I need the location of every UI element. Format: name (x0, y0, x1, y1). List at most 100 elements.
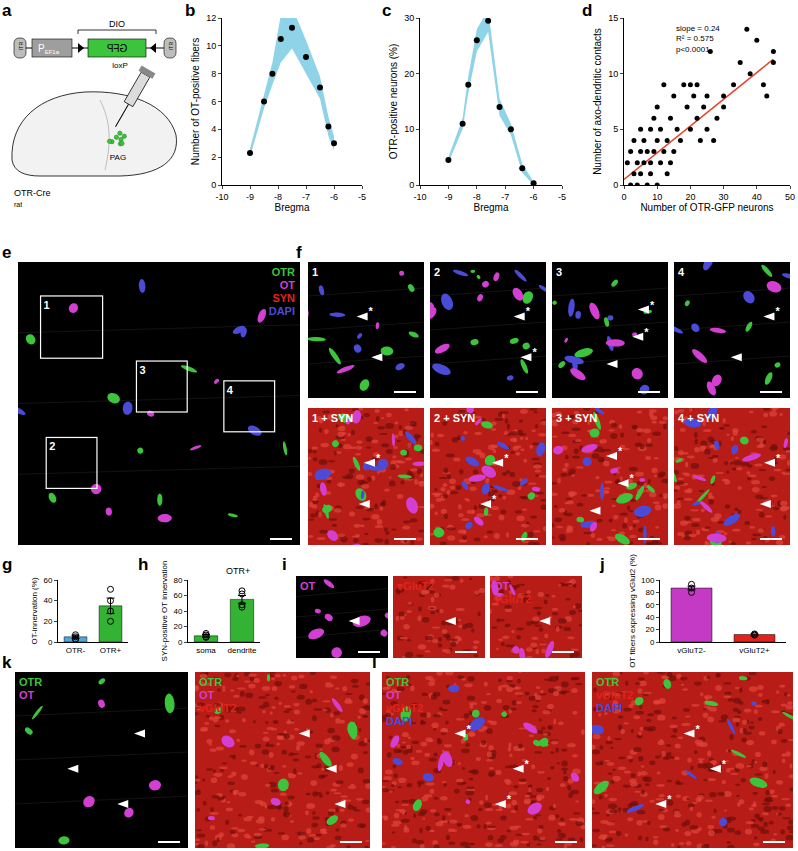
svg-text:0: 0 (211, 180, 216, 190)
svg-text:10: 10 (404, 124, 414, 134)
svg-text:vGluT2-: vGluT2- (677, 646, 706, 655)
svg-text:ITR: ITR (168, 42, 174, 50)
svg-text:vGluT2: vGluT2 (386, 702, 423, 714)
svg-text:*: * (667, 793, 672, 805)
svg-text:3: 3 (139, 364, 145, 376)
svg-text:OTR-positive neurons (%): OTR-positive neurons (%) (388, 44, 399, 160)
svg-text:3: 3 (556, 266, 562, 278)
svg-text:30: 30 (404, 13, 414, 23)
svg-text:12: 12 (206, 13, 216, 23)
svg-text:40: 40 (645, 613, 654, 622)
svg-text:PEF1a: PEF1a (38, 43, 60, 55)
svg-text:d: d (582, 1, 592, 20)
svg-text:*: * (775, 305, 780, 317)
svg-text:*: * (467, 723, 472, 735)
svg-text:*: * (630, 472, 635, 484)
svg-text:b: b (185, 1, 195, 20)
svg-text:OT: OT (199, 689, 215, 701)
svg-text:c: c (382, 1, 391, 20)
svg-text:*: * (492, 493, 497, 505)
svg-text:-6: -6 (330, 192, 338, 202)
svg-text:20: 20 (43, 617, 52, 626)
svg-text:1 + SYN: 1 + SYN (312, 412, 353, 424)
svg-text:OT: OT (19, 689, 35, 701)
svg-text:Number of OT-positive fibers: Number of OT-positive fibers (190, 38, 201, 165)
svg-text:10: 10 (206, 41, 216, 51)
svg-text:Number of axo-dendritic contac: Number of axo-dendritic contacts (592, 28, 603, 175)
svg-text:k: k (2, 653, 12, 672)
svg-text:40: 40 (752, 192, 762, 202)
svg-text:-9: -9 (444, 192, 452, 202)
svg-text:OTR+: OTR+ (226, 566, 250, 576)
svg-text:rat: rat (14, 201, 22, 208)
svg-text:80: 80 (173, 576, 182, 585)
svg-text:*: * (695, 723, 700, 735)
svg-text:*: * (504, 452, 509, 464)
svg-text:g: g (2, 555, 12, 574)
svg-text:60: 60 (645, 601, 654, 610)
svg-text:OTR: OTR (19, 676, 42, 688)
svg-text:*: * (369, 305, 374, 317)
svg-text:OTR: OTR (199, 676, 222, 688)
svg-text:vGluT2+: vGluT2+ (739, 646, 770, 655)
svg-text:3 + SYN: 3 + SYN (556, 412, 597, 424)
svg-text:OTR-: OTR- (66, 646, 86, 655)
svg-text:-10: -10 (413, 192, 426, 202)
svg-text:soma: soma (196, 646, 216, 655)
svg-text:100: 100 (641, 576, 655, 585)
svg-text:*: * (618, 445, 623, 457)
svg-text:ITR: ITR (18, 42, 24, 50)
svg-text:OTR: OTR (386, 676, 409, 688)
svg-text:Bregma: Bregma (473, 202, 508, 213)
svg-text:-10: -10 (215, 192, 228, 202)
svg-text:30: 30 (719, 192, 729, 202)
svg-text:0: 0 (178, 638, 183, 647)
svg-text:2 + SYN: 2 + SYN (434, 412, 475, 424)
svg-text:20: 20 (685, 192, 695, 202)
svg-text:2: 2 (49, 440, 55, 452)
svg-text:l: l (372, 653, 377, 672)
svg-text:f: f (296, 243, 302, 262)
svg-text:2: 2 (211, 152, 216, 162)
svg-text:j: j (599, 555, 605, 574)
svg-text:-6: -6 (530, 192, 538, 202)
svg-text:1: 1 (312, 266, 318, 278)
svg-text:vGluT2: vGluT2 (596, 689, 633, 701)
svg-text:20: 20 (404, 69, 414, 79)
svg-text:vGluT2: vGluT2 (397, 580, 434, 592)
svg-text:*: * (532, 346, 537, 358)
svg-text:4 + SYN: 4 + SYN (678, 412, 719, 424)
svg-text:vGluT2: vGluT2 (494, 593, 531, 605)
svg-text:80: 80 (645, 588, 654, 597)
svg-text:2: 2 (434, 266, 440, 278)
svg-text:4: 4 (227, 384, 234, 396)
svg-text:6: 6 (211, 97, 216, 107)
svg-text:*: * (507, 793, 512, 805)
svg-text:*: * (525, 758, 530, 770)
svg-text:loxP: loxP (112, 61, 128, 70)
svg-text:GFP: GFP (106, 43, 127, 54)
svg-text:i: i (282, 555, 287, 574)
svg-text:h: h (138, 555, 148, 574)
svg-text:*: * (776, 452, 781, 464)
svg-text:-9: -9 (246, 192, 254, 202)
svg-text:-7: -7 (501, 192, 509, 202)
svg-text:DAPI: DAPI (596, 702, 622, 714)
svg-text:Number of OTR-GFP neurons: Number of OTR-GFP neurons (640, 202, 773, 213)
svg-text:40: 40 (173, 607, 182, 616)
svg-text:-5: -5 (558, 192, 566, 202)
svg-text:OT: OT (494, 580, 510, 592)
svg-text:8: 8 (211, 69, 216, 79)
svg-text:OTR-Cre: OTR-Cre (14, 188, 51, 198)
svg-text:20: 20 (645, 625, 654, 634)
svg-text:SYN-positive OT innervation: SYN-positive OT innervation (160, 561, 169, 662)
svg-text:40: 40 (43, 596, 52, 605)
svg-text:-7: -7 (302, 192, 310, 202)
svg-text:-8: -8 (473, 192, 481, 202)
svg-text:a: a (2, 1, 12, 20)
svg-text:4: 4 (211, 124, 216, 134)
svg-text:DIO: DIO (109, 19, 125, 29)
svg-text:Bregma: Bregma (274, 202, 309, 213)
svg-text:0: 0 (409, 180, 414, 190)
svg-text:-5: -5 (358, 192, 366, 202)
